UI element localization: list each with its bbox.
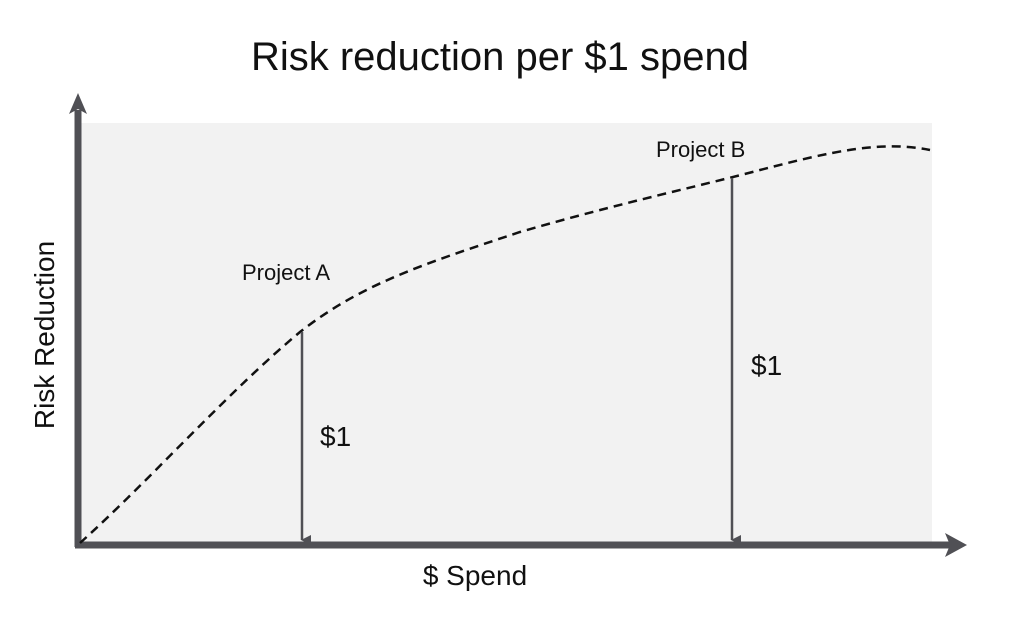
project-b-spend-label: $1 bbox=[751, 350, 782, 381]
chart-title: Risk reduction per $1 spend bbox=[251, 35, 749, 79]
plot-area bbox=[78, 123, 932, 545]
y-axis-label: Risk Reduction bbox=[29, 241, 60, 429]
project-a-spend-label: $1 bbox=[320, 421, 351, 452]
x-axis-label: $ Spend bbox=[423, 560, 527, 591]
risk-reduction-curve bbox=[79, 145, 931, 544]
y-axis-arrowhead bbox=[69, 93, 87, 114]
project-a-label: Project A bbox=[242, 260, 330, 285]
x-axis-arrowhead bbox=[945, 533, 967, 557]
project-b-label: Project B bbox=[656, 137, 745, 162]
